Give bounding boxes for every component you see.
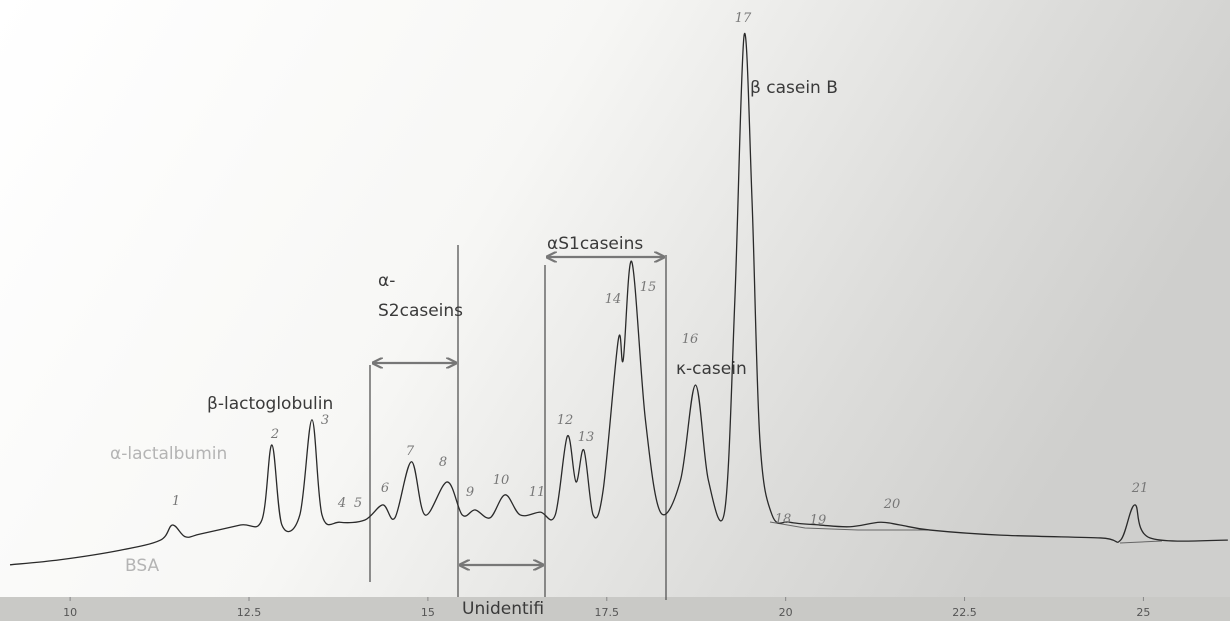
region-guides [369,245,1163,600]
peak-number: 7 [406,444,415,459]
peak-number: 13 [578,430,595,445]
baseline-sketch [769,521,928,531]
x-tick-label: 20 [779,606,793,619]
x-tick-label: 12.5 [237,606,262,619]
x-tick-label: 22.5 [952,606,977,619]
peak-number: 19 [810,513,827,528]
compound-label: α- [378,271,395,291]
compound-label: β-lactoglobulin [207,394,333,414]
compound-label: Unidentifi [462,599,544,619]
peak-number: 18 [775,512,792,527]
baseline-sketch [1119,540,1163,544]
peak-number: 6 [381,481,389,496]
annotations: BSA α-lactalbumin β-lactoglobulin α- S2c… [110,78,838,619]
compound-label: κ-casein [676,359,747,379]
peak-number: 3 [321,413,329,428]
x-tick-label: 10 [63,606,77,619]
peak-number: 2 [270,427,279,442]
compound-label: BSA [125,556,159,576]
peak-number: 4 [337,496,346,511]
peak-number: 16 [682,332,699,347]
peak-number: 17 [735,11,752,26]
x-tick-label: 15 [421,606,435,619]
trace [9,32,1228,566]
peak-number: 12 [557,413,574,428]
peak-number: 9 [466,485,474,500]
peak-number: 15 [640,280,657,295]
x-tick-label: 25 [1136,606,1150,619]
x-tick-label: 17.5 [595,606,620,619]
peak-number: 8 [439,455,447,470]
peak-number: 20 [883,497,901,512]
peak-number: 11 [529,485,546,500]
peak-number: 1 [172,494,180,509]
peak-number: 10 [493,473,510,488]
compound-label: α-lactalbumin [110,444,227,464]
peak-number: 5 [354,496,362,511]
x-axis-band [0,597,1230,621]
peak-number: 21 [1131,481,1149,496]
compound-label: αS1caseins [547,234,643,254]
peak-number: 14 [605,292,622,307]
compound-label: β casein B [750,78,838,98]
compound-label: S2caseins [378,301,463,321]
